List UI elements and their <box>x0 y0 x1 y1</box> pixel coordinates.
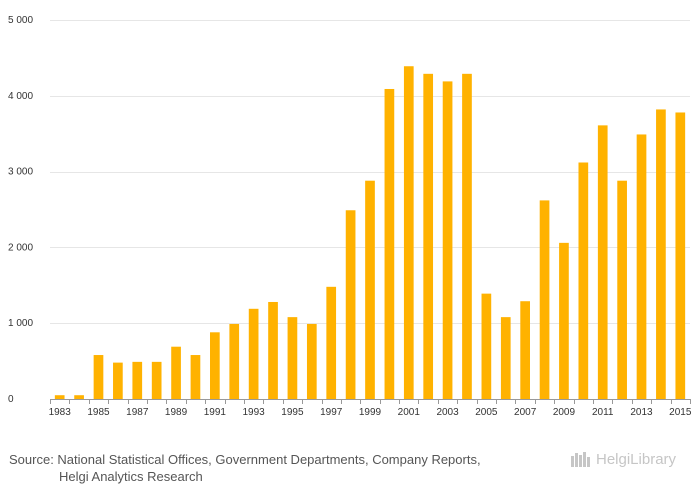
bar-2008 <box>539 200 550 399</box>
x-tick-label: 1997 <box>320 407 343 418</box>
x-tick-label: 2013 <box>630 407 653 418</box>
y-tick-label: 2 000 <box>8 242 33 253</box>
bar-1987 <box>132 361 143 399</box>
bar-2002 <box>423 73 434 400</box>
y-tick-label: 3 000 <box>8 167 33 178</box>
x-tick-label: 1989 <box>165 407 188 418</box>
bar-1990 <box>190 355 201 399</box>
bar-1988 <box>151 361 162 399</box>
bar-2003 <box>442 81 453 399</box>
bar-1989 <box>171 346 181 399</box>
source-note: Source: National Statistical Offices, Go… <box>9 451 481 485</box>
bar-1984 <box>74 395 84 399</box>
bar-1991 <box>210 332 220 399</box>
y-tick-label: 0 <box>8 394 14 405</box>
bar-2007 <box>520 301 530 399</box>
y-tick-label: 1 000 <box>8 318 33 329</box>
bar-1993 <box>248 308 259 399</box>
bars <box>54 66 686 400</box>
bar-2005 <box>481 293 492 399</box>
x-tick-label: 1985 <box>87 407 110 418</box>
bar-2012 <box>617 180 627 399</box>
x-tick-label: 2005 <box>475 407 498 418</box>
x-tick-label: 1987 <box>126 407 149 418</box>
bar-1994 <box>268 301 278 399</box>
bar-2001 <box>403 66 414 399</box>
bar-1999 <box>365 180 375 399</box>
bar-2006 <box>500 317 511 399</box>
bar-1986 <box>113 362 123 399</box>
source-line-1: Source: National Statistical Offices, Go… <box>9 452 481 467</box>
bar-2004 <box>462 73 472 400</box>
bar-1998 <box>345 210 356 399</box>
helgi-library-icon <box>571 452 590 467</box>
x-tick-label: 1983 <box>49 407 72 418</box>
bar-1983 <box>54 395 65 399</box>
bar-2010 <box>578 162 589 399</box>
bar-2014 <box>656 109 666 399</box>
bar-2013 <box>636 134 647 399</box>
x-tick-label: 2015 <box>669 407 692 418</box>
bar-2015 <box>675 112 686 399</box>
bar-2000 <box>384 88 395 399</box>
bar-1985 <box>93 355 104 399</box>
bar-1995 <box>287 317 298 399</box>
x-tick-label: 1991 <box>204 407 227 418</box>
bar-1992 <box>229 323 240 399</box>
x-tick-label: 2009 <box>553 407 576 418</box>
x-tick-label: 1993 <box>243 407 266 418</box>
x-axis-ticks: 1983 1985 1987 1989 1991 1993 1995 1997 1999 2001… <box>49 399 692 418</box>
x-tick-label: 2007 <box>514 407 537 418</box>
helgi-library-logo: HelgiLibrary <box>570 450 676 468</box>
y-axis-ticks: 0 1 000 2 000 3 000 4 000 5 000 <box>8 15 33 405</box>
bar-2009 <box>559 242 569 399</box>
x-tick-label: 2001 <box>398 407 421 418</box>
y-tick-label: 4 000 <box>8 91 33 102</box>
bar-1997 <box>326 286 337 399</box>
x-tick-label: 2011 <box>592 407 614 418</box>
x-tick-label: 2003 <box>436 407 459 418</box>
logo-text: HelgiLibrary <box>596 450 677 468</box>
bar-1996 <box>306 323 317 399</box>
x-tick-label: 1995 <box>281 407 304 418</box>
source-line-2: Helgi Analytics Research <box>59 469 203 484</box>
y-tick-label: 5 000 <box>8 15 33 26</box>
bar-2011 <box>597 125 608 399</box>
x-tick-label: 1999 <box>359 407 382 418</box>
